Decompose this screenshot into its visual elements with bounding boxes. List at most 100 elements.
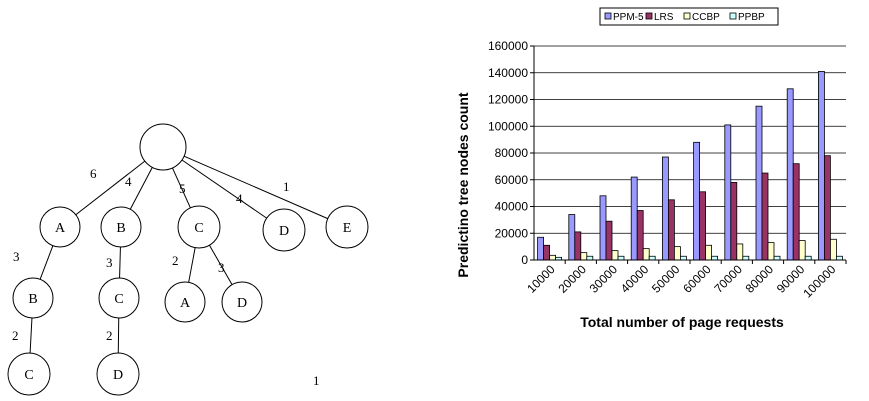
tree-node-circle <box>98 277 140 319</box>
bar-ccbp-80000 <box>767 242 775 261</box>
bar-lrs-30000 <box>605 220 613 261</box>
bar-ppm-5-80000 <box>755 105 763 261</box>
tree-node: C <box>7 352 51 396</box>
bar-lrs-10000 <box>543 244 550 261</box>
bar-ppm-5-50000 <box>661 156 669 261</box>
tree-edge <box>39 245 54 280</box>
tree-node: A <box>39 206 81 248</box>
tree-node-label: E <box>343 221 352 236</box>
tree-node-circle <box>325 205 369 249</box>
tree-edge <box>183 155 328 220</box>
bar-chart: PPM-5 LRS CCBP PPBP 02000040000600008000010… <box>455 7 847 330</box>
edge-weight-label: 2 <box>106 328 113 343</box>
bar-lrs-20000 <box>574 231 582 261</box>
tree-node-circle <box>100 206 142 248</box>
tree-node-label: B <box>116 221 125 236</box>
tree-node: C <box>177 205 221 249</box>
x-tick-label: 60000 <box>680 262 714 296</box>
tree-node-circle <box>96 352 140 396</box>
y-tick-label: 120000 <box>488 93 528 107</box>
bar-ppm-5-70000 <box>724 124 732 261</box>
edge-weight-label: 3 <box>106 255 113 270</box>
edge-weight-label: 3 <box>218 260 225 275</box>
bar-ccbp-100000 <box>829 238 837 261</box>
y-tick-label: 160000 <box>488 39 528 53</box>
tree-edge-labels: 6 4 5 4 1 3 3 2 3 2 2 <box>12 166 290 343</box>
bar-lrs-90000 <box>792 163 800 261</box>
tree-node-circle <box>7 352 51 396</box>
bar-ppbp-90000 <box>804 255 812 261</box>
bar-lrs-70000 <box>730 182 738 261</box>
edge-weight-label: 4 <box>125 174 132 189</box>
bar-ccbp-10000 <box>549 254 556 261</box>
bar-ppm-5-40000 <box>630 176 638 261</box>
x-tick-label: 50000 <box>649 262 683 296</box>
tree-node-circle <box>221 281 263 323</box>
bar-ccbp-70000 <box>736 243 744 261</box>
tree-node: B <box>12 277 54 319</box>
tree-node-circle <box>164 281 206 323</box>
edge-weight-label: 3 <box>13 249 20 264</box>
tree-node-label: A <box>55 221 66 236</box>
x-axis-title: Total number of page requests <box>580 314 784 330</box>
bar-ppm-5-30000 <box>599 195 607 261</box>
y-tick-label: 100000 <box>488 119 528 133</box>
bar-ppbp-30000 <box>617 255 625 261</box>
bar-ppbp-60000 <box>711 255 719 261</box>
tree-node: A <box>164 281 206 323</box>
bar-ppbp-20000 <box>586 255 594 261</box>
bar-ppm-5-90000 <box>786 88 794 261</box>
tree-node-label: B <box>28 292 37 307</box>
bar-lrs-80000 <box>761 172 769 261</box>
tree-edge <box>75 160 146 216</box>
x-tick-label: 10000 <box>524 262 558 296</box>
y-tick-label: 60000 <box>495 173 529 187</box>
x-tick-label: 30000 <box>587 262 621 296</box>
x-tick-labels: 1000020000300004000050000600007000080000… <box>524 262 839 300</box>
y-tick-label: 140000 <box>488 66 528 80</box>
tree-node-label: C <box>24 368 33 383</box>
tree-node-label: D <box>279 224 289 239</box>
tree-node: D <box>96 352 140 396</box>
bar-ppm-5-100000 <box>817 71 825 261</box>
tree-edge <box>188 247 196 283</box>
bar-ppbp-50000 <box>679 255 687 261</box>
y-tick-label: 40000 <box>495 200 529 214</box>
edge-weight-label: 1 <box>283 179 290 194</box>
chart-legend: PPM-5 LRS CCBP PPBP <box>599 7 779 26</box>
y-tick-label: 20000 <box>495 226 529 240</box>
tree-node: C <box>98 277 140 319</box>
edge-weight-label: 2 <box>12 328 19 343</box>
chart-axes <box>533 46 847 264</box>
tree-nodes: A B C D E B C A D C D <box>7 123 369 396</box>
bar-ccbp-20000 <box>580 252 588 261</box>
tree-node: D <box>221 281 263 323</box>
tree-node <box>139 123 187 171</box>
legend-entry: LRS <box>654 12 674 23</box>
y-tick-label: 80000 <box>495 146 529 160</box>
bar-ccbp-60000 <box>705 244 713 261</box>
bar-ppm-5-10000 <box>537 236 544 261</box>
tree-node-label: D <box>237 296 247 311</box>
chart-bars <box>537 71 843 261</box>
bar-ppm-5-60000 <box>693 141 701 261</box>
bar-lrs-100000 <box>823 155 831 261</box>
tree-node: E <box>325 205 369 249</box>
tree-node-circle <box>262 208 306 252</box>
legend-swatch <box>604 12 612 20</box>
legend-swatch <box>645 12 653 20</box>
bar-lrs-40000 <box>636 210 644 261</box>
edge-weight-label: 6 <box>90 166 97 181</box>
tree-node-circle <box>39 206 81 248</box>
figure-caption: 1 <box>313 373 320 388</box>
tree-edge <box>181 159 267 219</box>
bar-ppbp-40000 <box>648 255 656 261</box>
tree-node-label: C <box>194 221 203 236</box>
legend-entry: PPM-5 <box>613 12 644 23</box>
bar-ccbp-50000 <box>673 246 681 261</box>
legend-swatch <box>729 12 737 20</box>
prediction-tree-diagram: 6 4 5 4 1 3 3 2 3 2 2 A B C D E B C A D C D 1 <box>7 123 369 396</box>
x-tick-label: 40000 <box>618 262 652 296</box>
tree-node-circle <box>12 277 54 319</box>
bar-lrs-60000 <box>699 191 707 261</box>
